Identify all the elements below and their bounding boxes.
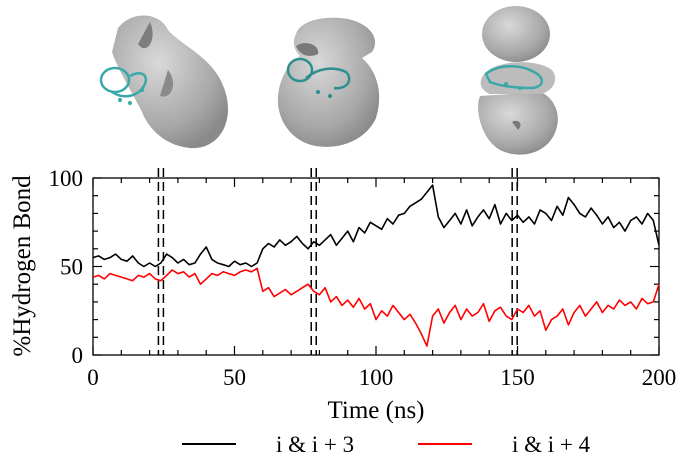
x-tick-label: 0 bbox=[87, 365, 99, 390]
series-line-1 bbox=[92, 267, 660, 347]
x-tick-label: 150 bbox=[500, 365, 535, 390]
series-layer bbox=[92, 184, 660, 347]
x-tick-label: 100 bbox=[359, 365, 394, 390]
y-axis-label: %Hydrogen Bond bbox=[9, 175, 36, 357]
legend-label-i4: i & i + 4 bbox=[512, 432, 591, 457]
protein-structure-image-1 bbox=[99, 15, 229, 149]
protein-structure-image-2 bbox=[277, 17, 380, 147]
x-axis-label: Time (ns) bbox=[327, 397, 424, 424]
legend: i & i + 3 i & i + 4 bbox=[182, 432, 591, 457]
x-tick-label: 50 bbox=[223, 365, 246, 390]
legend-label-i3: i & i + 3 bbox=[276, 432, 354, 457]
x-tick-label: 200 bbox=[642, 365, 677, 390]
time-markers bbox=[157, 168, 518, 355]
y-tick-label: 100 bbox=[49, 166, 84, 191]
y-tick-label: 50 bbox=[60, 255, 83, 280]
axis-ticks: 0 50 100 150 200 0 50 100 bbox=[49, 166, 677, 390]
protein-structure-image-3 bbox=[478, 6, 558, 155]
y-tick-label: 0 bbox=[72, 343, 84, 368]
series-line-0 bbox=[92, 184, 660, 268]
